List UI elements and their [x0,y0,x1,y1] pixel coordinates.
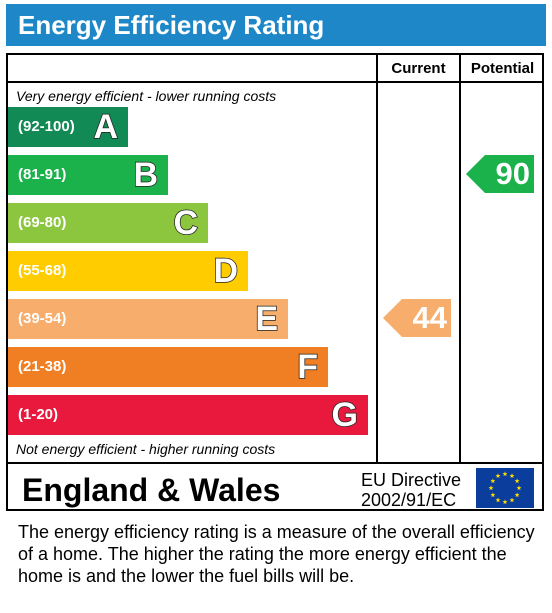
eu-star [509,473,515,478]
band-range-label: (1-20) [18,406,59,423]
band-range-label: (81-91) [18,166,67,183]
eu-flag [476,468,534,508]
potential-arrow-shape [466,155,534,193]
band-range-label: (55-68) [18,262,67,279]
potential-rating-arrow: 90 [466,155,534,193]
potential-rating-value: 90 [495,156,530,191]
eu-star [502,499,508,505]
eu-star [488,485,494,491]
band-letter-label: D [213,251,239,291]
band-range-label: (39-54) [18,310,67,327]
current-column-divider [376,53,378,463]
page-title: Energy Efficiency Rating [18,10,325,40]
current-column-header: Current [391,60,446,77]
bottom-note: Not energy efficient - higher running co… [16,441,276,457]
eu-star [514,492,520,498]
band-letter-label: B [133,155,159,195]
eu-star [509,497,515,503]
potential-column-header: Potential [470,60,535,77]
region-label: England & Wales [22,472,281,508]
band-range-label: (69-80) [18,214,67,231]
current-rating-arrow: 44 [383,299,451,337]
header-divider [6,81,544,83]
eu-star [490,492,496,498]
band-letter-label: E [255,299,279,339]
top-note: Very energy efficient - lower running co… [16,88,277,104]
band-letter-label: G [331,395,359,435]
band-c: (69-80) C [8,203,208,243]
footer-divider [6,462,544,464]
current-arrow-shape [383,299,451,337]
eu-star [495,473,501,478]
band-d: (55-68) D [8,251,248,291]
band-letter-label: C [173,203,199,243]
band-g: (1-20) G [8,395,368,435]
band-range-label: (92-100) [18,118,75,135]
description: The energy efficiency rating is a measur… [18,522,535,586]
band-a: (92-100) A [8,107,128,147]
eu-star [495,497,501,503]
current-rating-value: 44 [412,300,447,335]
potential-column-divider [459,53,461,463]
eu-star [514,478,520,484]
band-b: (81-91) B [8,155,168,195]
band-f: (21-38) F [8,347,328,387]
band-e: (39-54) E [8,299,288,339]
eu-directive-line1: EU Directive [361,470,462,490]
band-letter-label: A [93,107,119,147]
eu-star [516,485,522,491]
title-bar: Energy Efficiency Rating [6,4,546,46]
eu-stars-icon [488,471,522,505]
eu-star [502,471,508,477]
band-letter-label: F [296,347,318,387]
band-range-label: (21-38) [18,358,67,375]
eu-star [490,478,496,484]
eu-directive-line2: 2002/91/EC [361,490,457,510]
rating-frame [6,53,544,511]
